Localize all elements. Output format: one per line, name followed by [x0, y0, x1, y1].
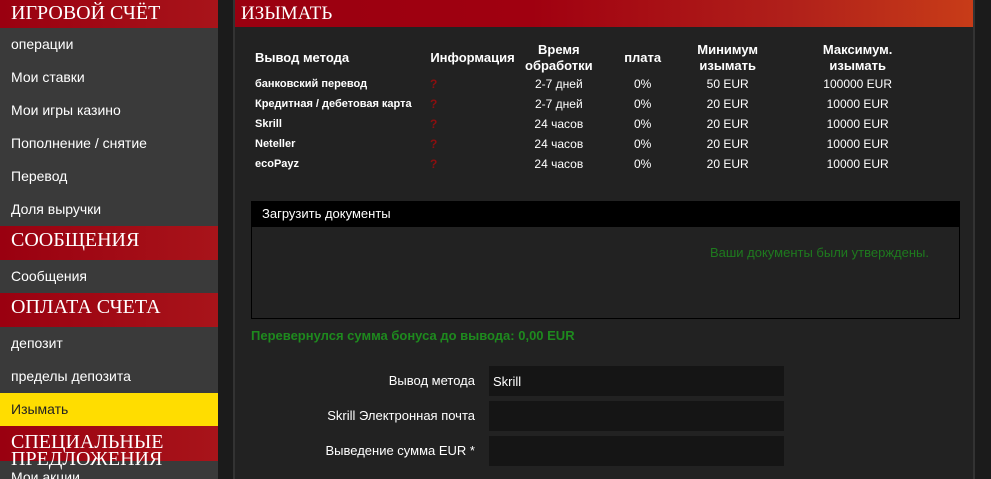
- section-header-payment: ОПЛАТА СЧЕТА: [0, 293, 218, 327]
- col-method: Вывод метода: [255, 50, 350, 65]
- processing-time: 2-7 дней: [534, 97, 583, 111]
- table-row: Кредитная / дебетовая карта? 2-7 дней 0% 20…: [255, 94, 948, 114]
- col-min: Минимум изымать: [697, 42, 759, 73]
- method-name: банковский перевод: [255, 78, 368, 90]
- min-amount: 20 EUR: [706, 97, 749, 111]
- documents-header[interactable]: Загрузить документы: [252, 202, 959, 227]
- sidebar-item-my-bets[interactable]: Мои ставки: [11, 69, 85, 85]
- bonus-wagering-status: Перевернулся сумма бонуса до вывода: 0,0…: [251, 328, 575, 343]
- max-amount: 10000 EUR: [826, 137, 889, 151]
- max-amount: 10000 EUR: [826, 157, 889, 171]
- min-amount: 20 EUR: [706, 117, 749, 131]
- method-name: Skrill: [255, 118, 282, 130]
- info-icon[interactable]: ?: [430, 97, 438, 111]
- account-items: операции Мои ставки Мои игры казино Попо…: [0, 28, 218, 226]
- method-name: Neteller: [255, 138, 296, 150]
- table-row: банковский перевод? 2-7 дней 0% 50 EUR 10000…: [255, 74, 948, 94]
- sidebar: ИГРОВОЙ СЧЁТ операции Мои ставки Мои игр…: [0, 0, 218, 479]
- fee: 0%: [633, 157, 652, 171]
- sidebar-item-withdraw[interactable]: Изымать: [0, 393, 218, 426]
- method-field[interactable]: [489, 366, 784, 396]
- sidebar-item-casino-games[interactable]: Мои игры казино: [11, 102, 121, 118]
- max-amount: 10000 EUR: [826, 117, 889, 131]
- method-row: Вывод метода: [235, 366, 795, 396]
- info-icon[interactable]: ?: [430, 117, 438, 131]
- sidebar-item-deposit[interactable]: депозит: [11, 335, 63, 351]
- table-row: ecoPayz? 24 часов 0% 20 EUR 10000 EUR: [255, 154, 948, 174]
- sidebar-item-deposit-limits[interactable]: пределы депозита: [11, 368, 131, 384]
- email-row: Skrill Электронная почта: [235, 401, 795, 431]
- col-time: Время обработки: [525, 42, 593, 73]
- max-amount: 100000 EUR: [823, 77, 893, 91]
- section-header-messages: СООБЩЕНИЯ: [0, 226, 218, 260]
- email-label: Skrill Электронная почта: [327, 408, 475, 423]
- fee: 0%: [633, 77, 652, 91]
- col-max: Максимум. изымать: [822, 42, 893, 73]
- amount-row: Выведение сумма EUR *: [235, 436, 795, 466]
- processing-time: 24 часов: [534, 117, 584, 131]
- section-header-account: ИГРОВОЙ СЧЁТ: [0, 0, 218, 28]
- sidebar-item-my-promotions[interactable]: Мои акции: [11, 469, 80, 479]
- table-row: Neteller? 24 часов 0% 20 EUR 10000 EUR: [255, 134, 948, 154]
- amount-field[interactable]: [489, 436, 784, 466]
- info-icon[interactable]: ?: [430, 137, 438, 151]
- documents-panel: Загрузить документы Ваши документы были …: [251, 201, 960, 319]
- method-name: ecoPayz: [255, 158, 300, 170]
- method-label: Вывод метода: [388, 373, 475, 388]
- col-fee: плата: [624, 50, 662, 65]
- main-panel: ИЗЫМАТЬ Вывод метода Информация Время об…: [233, 0, 975, 479]
- table-header: Вывод метода Информация Время обработки …: [255, 42, 948, 74]
- sidebar-item-deposit-withdraw[interactable]: Пополнение / снятие: [11, 135, 147, 151]
- section-header-offers: СПЕЦИАЛЬНЫЕ ПРЕДЛОЖЕНИЯ: [0, 426, 218, 469]
- skrill-email-field[interactable]: [489, 401, 784, 431]
- sidebar-item-messages[interactable]: Сообщения: [11, 268, 87, 284]
- table-row: Skrill? 24 часов 0% 20 EUR 10000 EUR: [255, 114, 948, 134]
- info-icon[interactable]: ?: [430, 157, 438, 171]
- sidebar-item-operations[interactable]: операции: [11, 36, 74, 52]
- processing-time: 24 часов: [534, 137, 584, 151]
- sidebar-item-transfer[interactable]: Перевод: [11, 168, 68, 184]
- amount-label: Выведение сумма EUR *: [325, 443, 475, 458]
- processing-time: 2-7 дней: [534, 77, 583, 91]
- min-amount: 20 EUR: [706, 157, 749, 171]
- withdraw-methods-table: Вывод метода Информация Время обработки …: [255, 42, 948, 174]
- method-name: Кредитная / дебетовая карта: [255, 98, 412, 110]
- info-icon[interactable]: ?: [430, 77, 438, 91]
- min-amount: 50 EUR: [706, 77, 749, 91]
- sidebar-item-revenue-share[interactable]: Доля выручки: [11, 201, 102, 217]
- max-amount: 10000 EUR: [826, 97, 889, 111]
- fee: 0%: [633, 97, 652, 111]
- fee: 0%: [633, 137, 652, 151]
- processing-time: 24 часов: [534, 157, 584, 171]
- min-amount: 20 EUR: [706, 137, 749, 151]
- col-info: Информация: [430, 50, 515, 65]
- page-title: ИЗЫМАТЬ: [235, 0, 973, 27]
- fee: 0%: [633, 117, 652, 131]
- documents-status: Ваши документы были утверждены.: [709, 245, 929, 260]
